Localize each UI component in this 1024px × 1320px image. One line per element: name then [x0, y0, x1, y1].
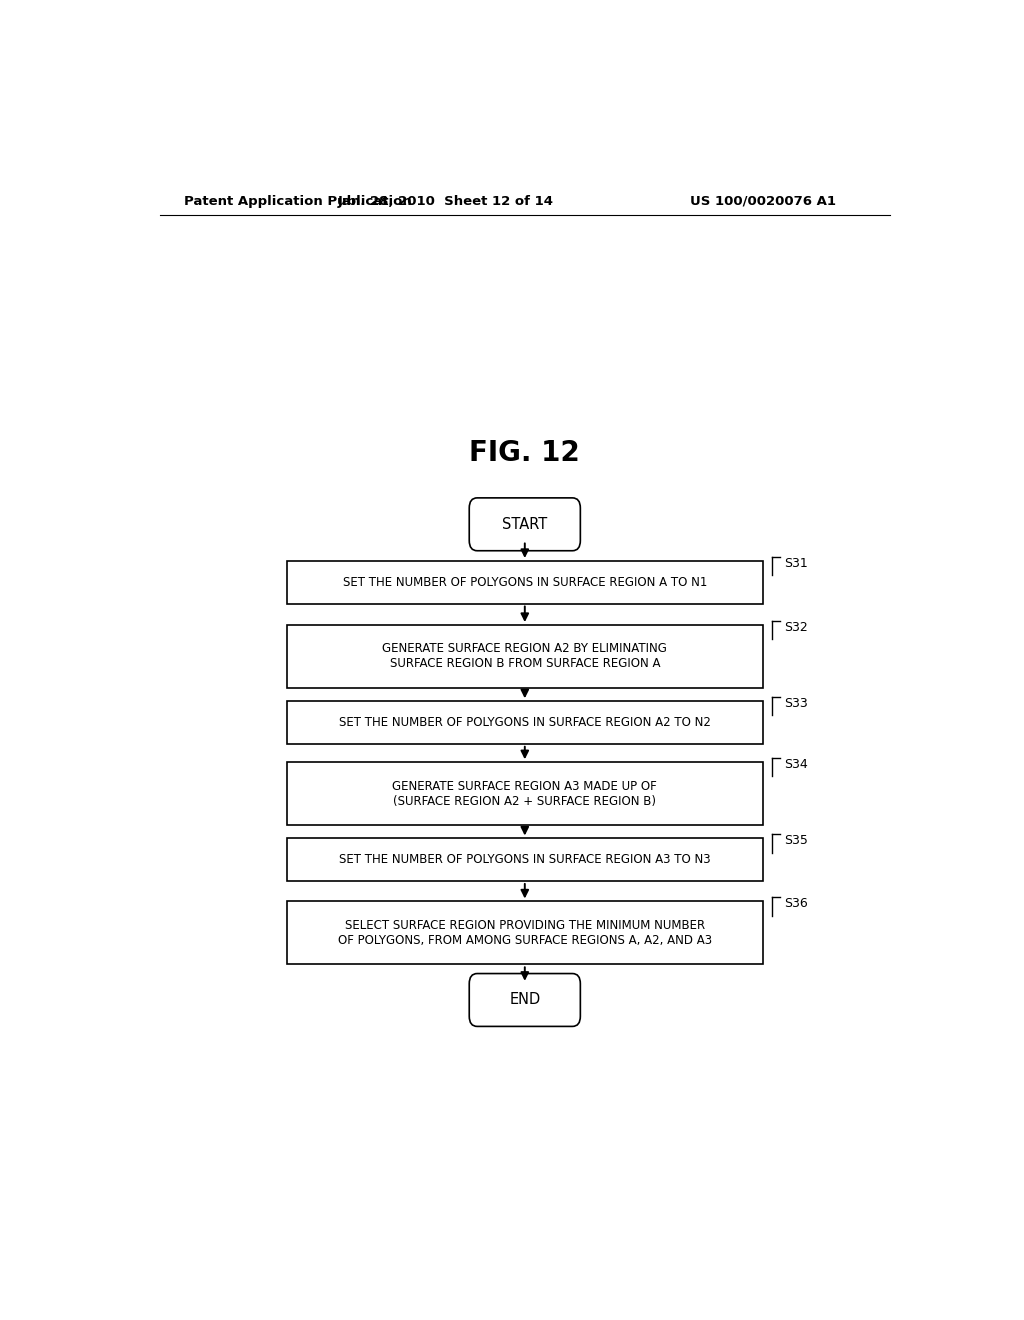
Text: GENERATE SURFACE REGION A3 MADE UP OF
(SURFACE REGION A2 + SURFACE REGION B): GENERATE SURFACE REGION A3 MADE UP OF (S…: [392, 780, 657, 808]
Text: S35: S35: [784, 834, 808, 847]
Text: FIG. 12: FIG. 12: [469, 440, 581, 467]
Text: GENERATE SURFACE REGION A2 BY ELIMINATING
SURFACE REGION B FROM SURFACE REGION A: GENERATE SURFACE REGION A2 BY ELIMINATIN…: [382, 643, 668, 671]
Text: S34: S34: [784, 758, 808, 771]
Text: S31: S31: [784, 557, 808, 570]
FancyBboxPatch shape: [287, 902, 763, 965]
FancyBboxPatch shape: [469, 974, 581, 1027]
FancyBboxPatch shape: [469, 498, 581, 550]
FancyBboxPatch shape: [287, 624, 763, 688]
Text: START: START: [502, 517, 548, 532]
Text: S33: S33: [784, 697, 808, 710]
FancyBboxPatch shape: [287, 561, 763, 603]
FancyBboxPatch shape: [287, 701, 763, 744]
Text: Patent Application Publication: Patent Application Publication: [183, 194, 412, 207]
FancyBboxPatch shape: [287, 762, 763, 825]
Text: S32: S32: [784, 620, 808, 634]
Text: Jan. 28, 2010  Sheet 12 of 14: Jan. 28, 2010 Sheet 12 of 14: [338, 194, 553, 207]
Text: END: END: [509, 993, 541, 1007]
Text: SET THE NUMBER OF POLYGONS IN SURFACE REGION A3 TO N3: SET THE NUMBER OF POLYGONS IN SURFACE RE…: [339, 853, 711, 866]
Text: US 100/0020076 A1: US 100/0020076 A1: [690, 194, 836, 207]
Text: SET THE NUMBER OF POLYGONS IN SURFACE REGION A2 TO N2: SET THE NUMBER OF POLYGONS IN SURFACE RE…: [339, 715, 711, 729]
Text: S36: S36: [784, 898, 808, 911]
FancyBboxPatch shape: [287, 838, 763, 880]
Text: SET THE NUMBER OF POLYGONS IN SURFACE REGION A TO N1: SET THE NUMBER OF POLYGONS IN SURFACE RE…: [343, 576, 707, 589]
Text: SELECT SURFACE REGION PROVIDING THE MINIMUM NUMBER
OF POLYGONS, FROM AMONG SURFA: SELECT SURFACE REGION PROVIDING THE MINI…: [338, 919, 712, 946]
